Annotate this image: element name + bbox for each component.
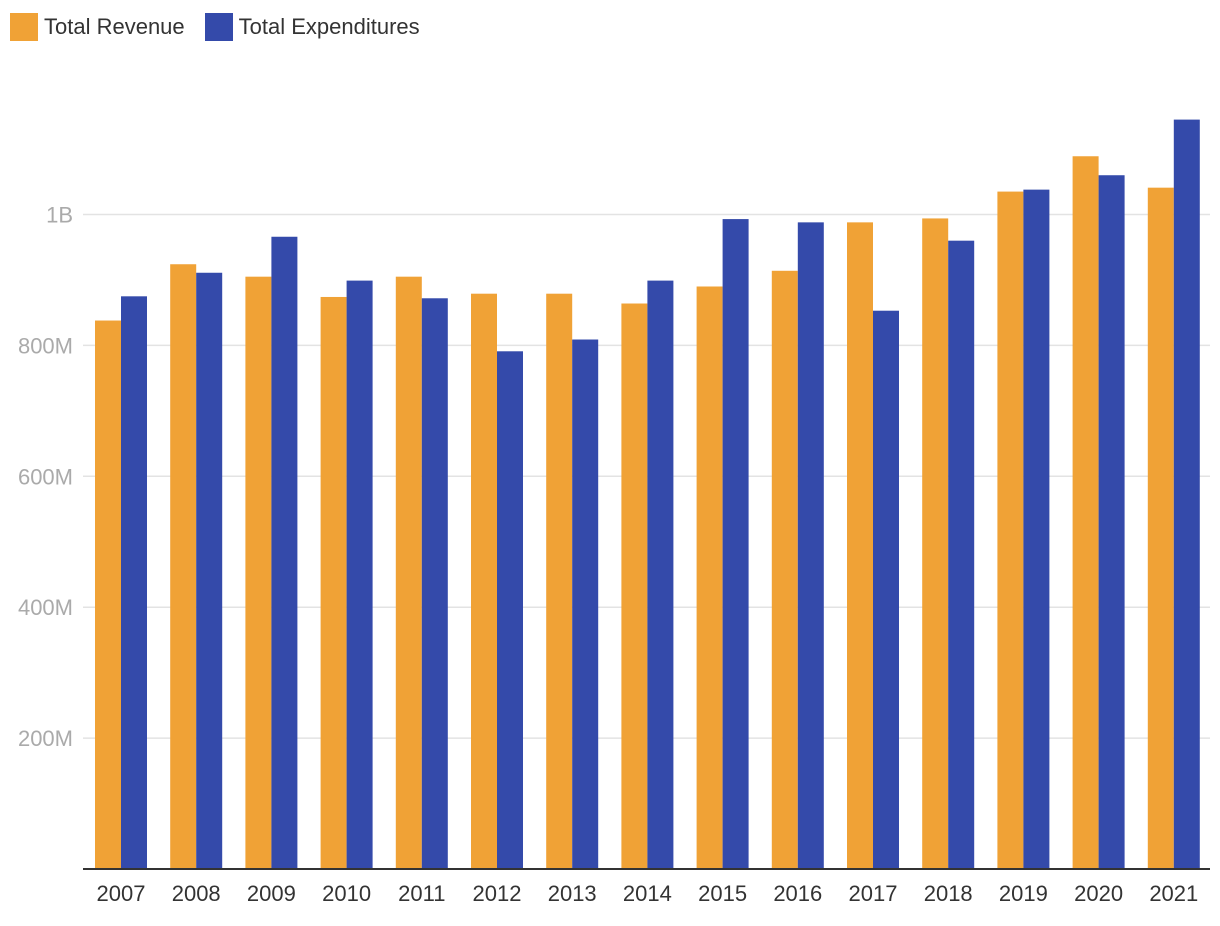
bar-total-expenditures-2007: [121, 296, 147, 869]
bar-total-expenditures-2015: [722, 219, 749, 870]
x-tick-label-2007: 2007: [97, 881, 146, 906]
y-tick-label-200m: 200M: [18, 726, 73, 751]
y-tick-label-1b: 1B: [46, 203, 73, 228]
bar-total-expenditures-2012: [497, 351, 523, 869]
bar-total-revenue-2021: [1147, 187, 1174, 869]
bar-total-expenditures-2018: [948, 240, 975, 869]
x-tick-label-2013: 2013: [548, 881, 597, 906]
bar-total-revenue-2012: [471, 293, 497, 870]
bar-total-expenditures-2021: [1173, 119, 1200, 869]
bar-total-expenditures-2013: [572, 339, 599, 869]
bar-total-revenue-2007: [95, 320, 121, 869]
bar-total-expenditures-2020: [1098, 175, 1125, 870]
legend-label-total-revenue: Total Revenue: [44, 14, 185, 39]
bar-total-revenue-2013: [546, 293, 573, 870]
legend-item-total-revenue[interactable]: Total Revenue: [10, 13, 185, 41]
legend-item-total-expenditures[interactable]: Total Expenditures: [204, 13, 420, 41]
x-tick-label-2015: 2015: [698, 881, 747, 906]
x-tick-label-2012: 2012: [473, 881, 522, 906]
x-tick-label-2014: 2014: [623, 881, 672, 906]
bar-total-revenue-2019: [997, 191, 1024, 869]
x-tick-label-2020: 2020: [1074, 881, 1123, 906]
bar-total-expenditures-2016: [797, 222, 824, 869]
bar-total-expenditures-2008: [196, 272, 223, 869]
x-tick-label-2021: 2021: [1149, 881, 1198, 906]
bar-total-revenue-2018: [922, 218, 949, 869]
legend-label-total-expenditures: Total Expenditures: [238, 14, 420, 39]
x-tick-label-2010: 2010: [322, 881, 371, 906]
legend-swatch-total-expenditures: [204, 13, 233, 41]
bar-total-expenditures-2014: [647, 280, 674, 869]
x-tick-label-2019: 2019: [999, 881, 1048, 906]
x-tick-label-2017: 2017: [849, 881, 898, 906]
bar-total-revenue-2017: [847, 222, 873, 869]
chart-legend: Total Revenue Total Expenditures: [10, 12, 420, 42]
y-axis-tick-labels: 200M 400M 600M 800M 1B: [18, 203, 73, 752]
y-tick-label-800m: 800M: [18, 333, 73, 358]
x-tick-label-2011: 2011: [398, 881, 445, 906]
y-tick-label-600m: 600M: [18, 464, 73, 489]
x-tick-label-2016: 2016: [773, 881, 822, 906]
bar-total-expenditures-2009: [271, 236, 298, 870]
bars: [95, 119, 1200, 870]
bar-total-expenditures-2011: [421, 298, 448, 869]
bar-total-expenditures-2010: [346, 280, 373, 869]
bar-total-revenue-2008: [170, 264, 197, 869]
y-tick-label-400m: 400M: [18, 595, 73, 620]
legend-swatch-total-revenue: [10, 13, 38, 41]
bar-total-revenue-2016: [771, 270, 798, 869]
bar-total-expenditures-2019: [1023, 189, 1050, 869]
bar-total-revenue-2014: [621, 303, 648, 870]
bar-total-revenue-2010: [320, 296, 347, 869]
x-tick-label-2009: 2009: [247, 881, 296, 906]
bar-total-expenditures-2017: [873, 310, 899, 869]
x-axis-tick-labels: 2007 2008 2009 2010 2011 2012 2013 2014 2015 2016…: [97, 881, 1199, 906]
x-tick-label-2018: 2018: [924, 881, 973, 906]
bar-total-revenue-2011: [395, 276, 422, 869]
bar-total-revenue-2020: [1072, 156, 1099, 869]
bar-total-revenue-2015: [696, 286, 723, 869]
x-tick-label-2008: 2008: [172, 881, 221, 906]
bar-total-revenue-2009: [245, 276, 272, 869]
